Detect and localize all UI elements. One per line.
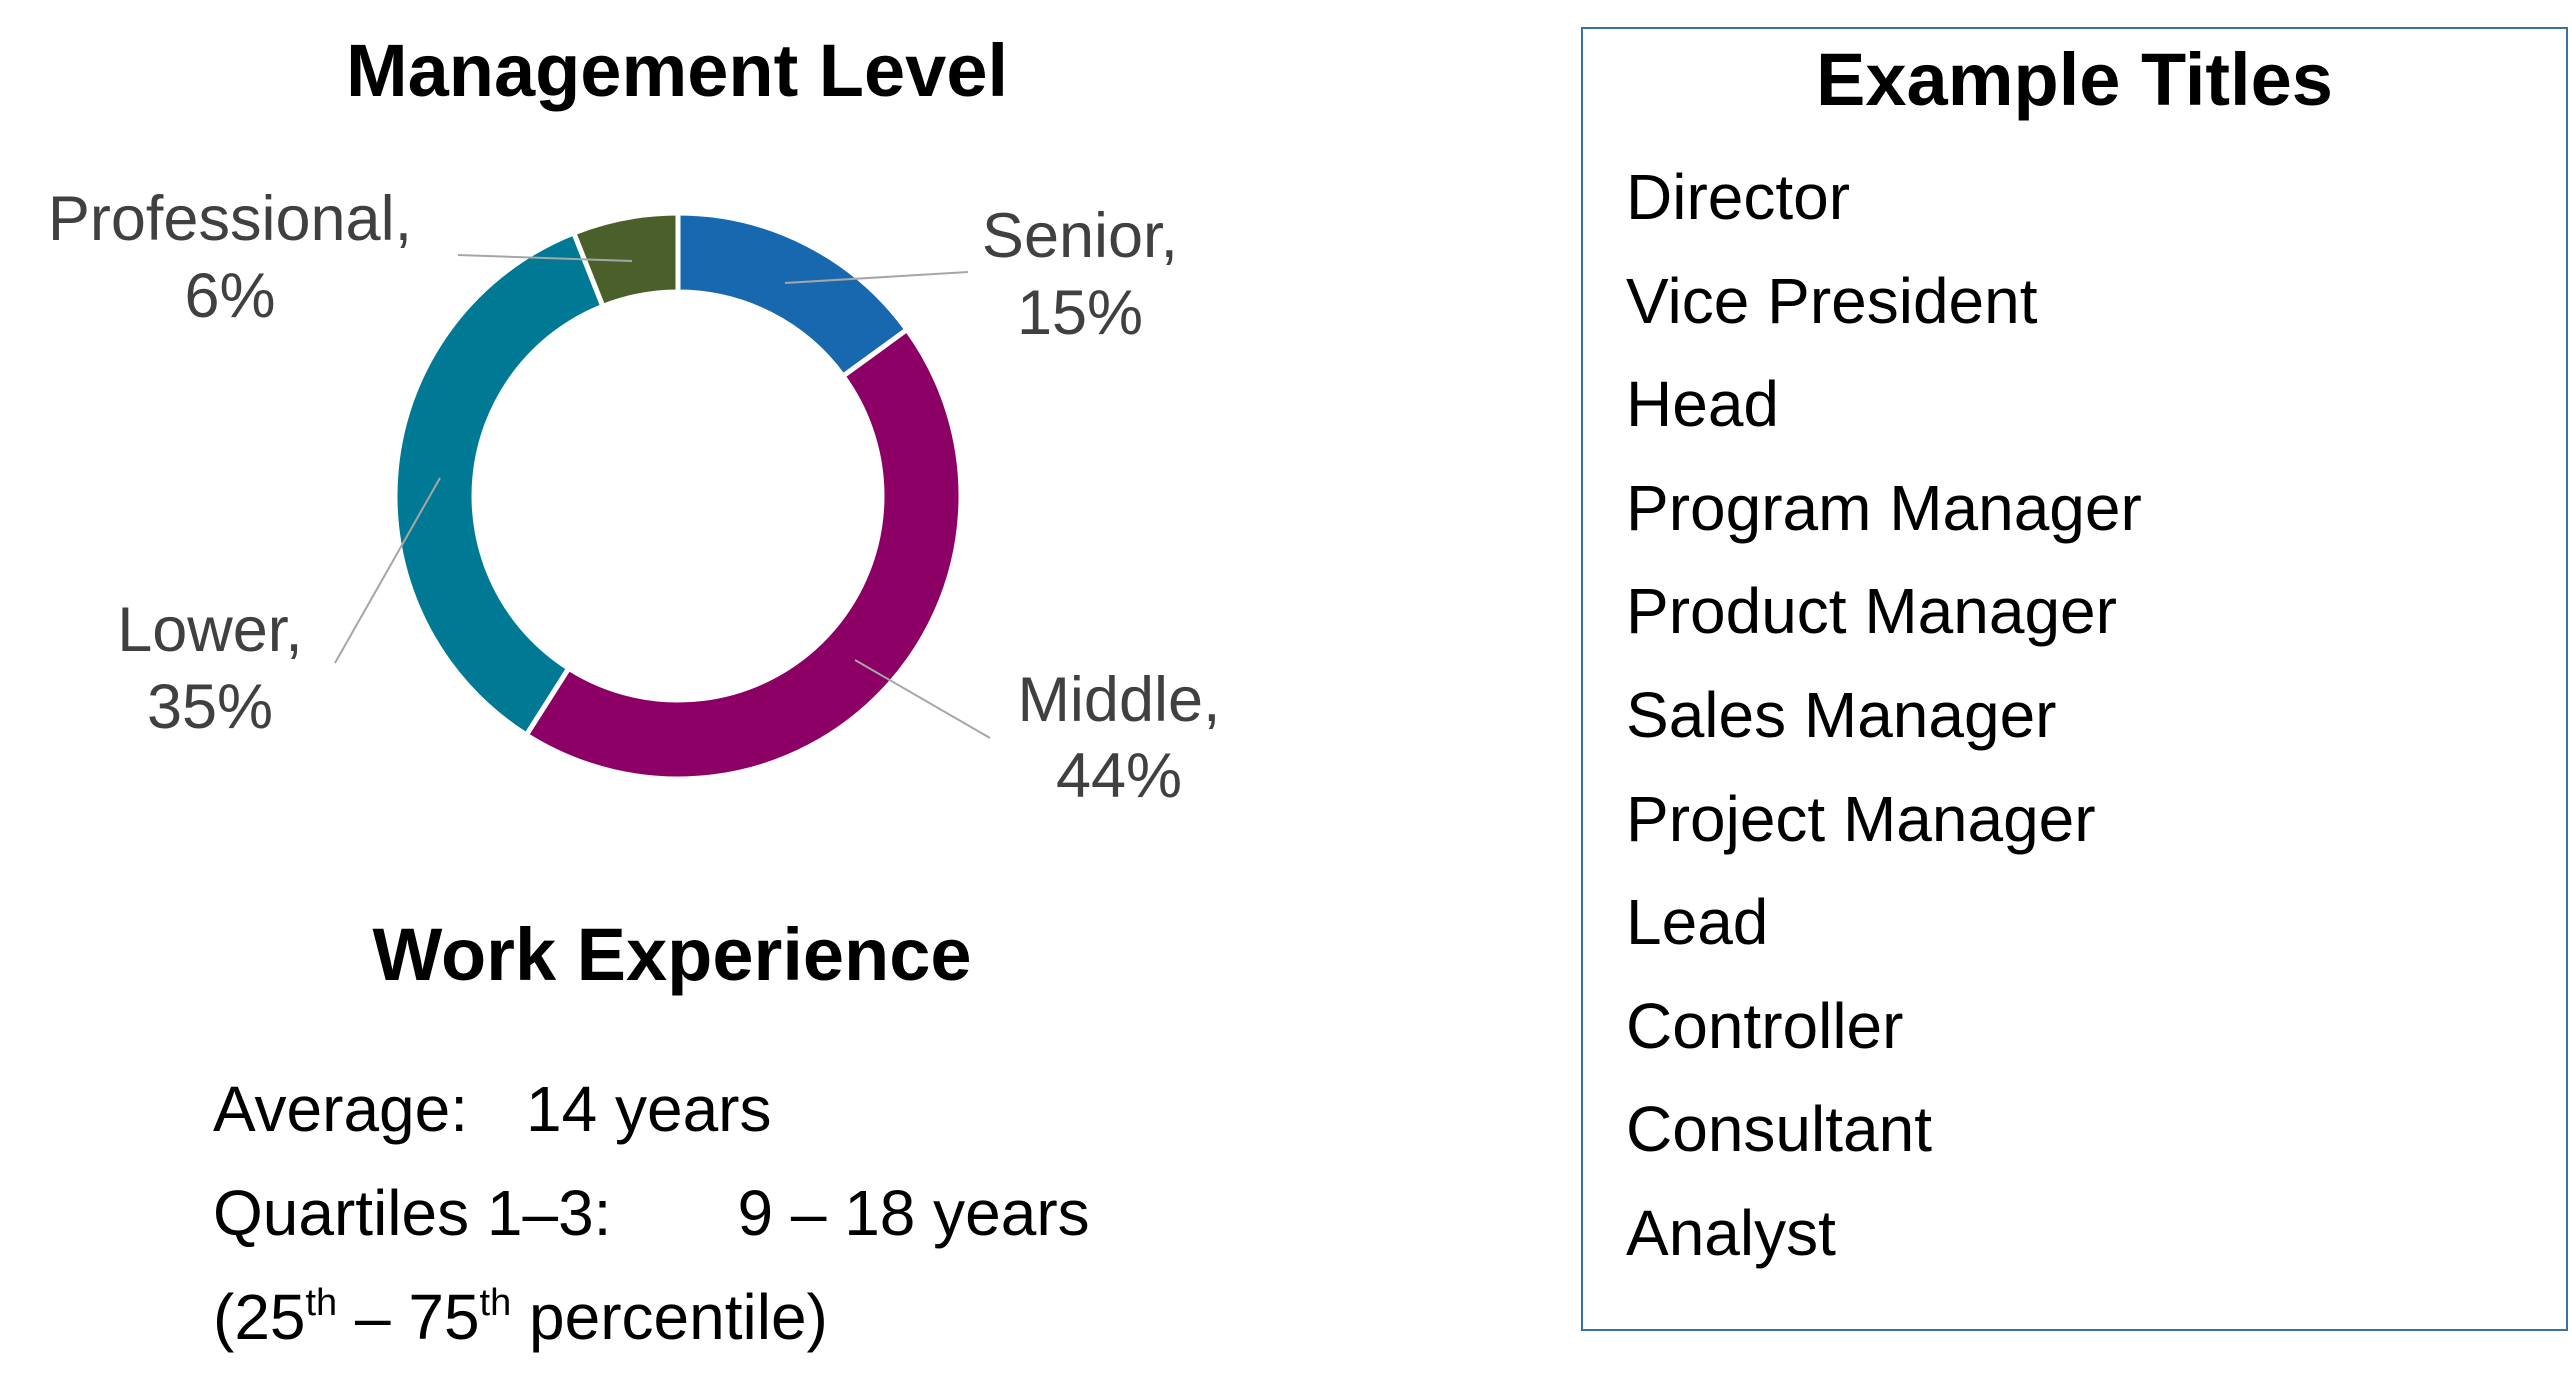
example-title-item: Sales Manager [1626,678,2057,751]
example-title-item: Product Manager [1626,575,2117,648]
example-title-item: Lead [1626,886,1769,959]
quartiles-value: 9 – 18 years [737,1177,1090,1249]
data-label-middle-value: 44% [1056,741,1182,811]
leader-line-lower [334,477,441,664]
quartiles-label: Quartiles 1–3: [213,1177,612,1249]
quartiles-row: Quartiles 1–3: 9 – 18 years [213,1176,1090,1250]
percentile-sup-2: th [479,1282,512,1324]
donut-slice-middle [522,326,964,782]
example-title-item: Consultant [1626,1093,1932,1166]
percentile-open-text: (25 [213,1281,306,1353]
example-title-item: Director [1626,161,1851,233]
data-label-senior-name: Senior, [982,201,1178,271]
data-label-lower-value: 35% [147,672,273,742]
leader-line-senior [784,271,969,284]
example-title-item: Vice President [1626,264,2038,337]
example-titles-list: Director Vice President Head Program Manage… [1626,147,2142,1287]
donut-slice-lower [392,229,607,739]
average-value: 14 years [526,1073,772,1145]
example-title-item: Project Manager [1626,782,2096,855]
example-title-item: Controller [1626,989,1904,1062]
example-titles-box: Example Titles Director Vice President Hea… [1581,27,2568,1331]
percentile-note: (25th – 75th percentile) [213,1280,828,1354]
percentile-sup-1: th [305,1282,338,1324]
percentile-mid-text: – 75 [337,1281,480,1353]
example-titles-heading: Example Titles [1816,38,2333,121]
data-label-senior-value: 15% [1017,278,1143,348]
average-row: Average: 14 years [213,1072,771,1146]
data-label-professional-name: Professional, [48,184,412,254]
leader-line-middle [854,659,991,739]
example-title-item: Program Manager [1626,471,2142,544]
example-title-item: Analyst [1626,1196,1836,1269]
data-label-lower-name: Lower, [117,595,303,665]
leader-line-professional [457,254,633,262]
percentile-close-text: percentile) [511,1281,828,1353]
donut-slice-professional [570,210,681,310]
work-experience-title: Work Experience [372,913,972,996]
average-label: Average: [213,1073,468,1145]
data-label-middle-name: Middle, [1017,665,1220,735]
example-title-item: Head [1626,368,1779,441]
data-label-professional-value: 6% [184,261,275,331]
management-level-title: Management Level [345,29,1009,112]
